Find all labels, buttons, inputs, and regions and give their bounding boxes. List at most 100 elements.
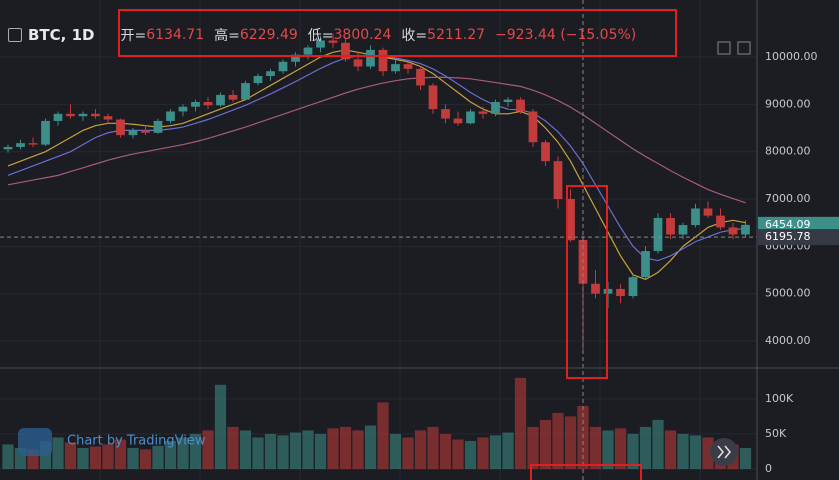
volume-bar	[739, 447, 752, 469]
candle-body	[466, 111, 475, 124]
plot	[0, 0, 757, 480]
candle-body	[316, 40, 325, 48]
volume-bar	[602, 430, 614, 469]
volume-bar	[427, 426, 439, 469]
candle-body	[541, 142, 550, 162]
candle-body	[191, 101, 200, 107]
change: −923.44 (−15.05%)	[495, 27, 637, 43]
candle-body	[378, 49, 388, 72]
candle-body	[303, 47, 313, 55]
volume-bar	[364, 425, 377, 469]
volume-bar	[189, 433, 202, 469]
volume-bar	[527, 426, 539, 469]
candle-body	[141, 130, 150, 133]
candle-body	[441, 109, 450, 119]
volume-bar	[477, 437, 489, 469]
candle-body	[253, 75, 263, 84]
volume-bar	[152, 445, 164, 469]
candle-body	[428, 85, 438, 110]
volume-bar	[127, 447, 139, 469]
ohlc-value: 5211.27	[427, 27, 486, 43]
volume-bar	[664, 430, 677, 469]
annotation-box	[566, 185, 608, 379]
ohlc-label: 高=	[214, 28, 240, 44]
ohlc-value: 3800.24	[333, 27, 392, 43]
candle-body	[503, 99, 513, 102]
y-tick-label: 4000.00	[765, 334, 811, 347]
volume-tick-label: 50K	[765, 427, 787, 440]
candle-body	[166, 111, 175, 121]
volume-bar	[539, 419, 552, 469]
moving-average	[7, 76, 746, 204]
candle-body	[566, 199, 575, 241]
volume-bar	[402, 437, 414, 469]
y-tick-label: 9000.00	[765, 97, 811, 110]
volume-bar	[27, 449, 39, 469]
axis: 4000.005000.006000.007000.008000.009000.…	[758, 50, 839, 475]
ohlc-value: 6134.71	[146, 27, 205, 43]
candle-body	[291, 54, 300, 62]
volume-bar	[389, 433, 402, 469]
candle-body	[178, 106, 188, 112]
volume-bar	[314, 433, 327, 469]
volume-bar	[327, 428, 339, 469]
expand-icon[interactable]	[8, 28, 22, 42]
candle-body	[3, 146, 13, 150]
volume-tick-label: 100K	[765, 392, 794, 405]
candle-body	[516, 99, 525, 112]
ohlc-label: 低=	[307, 28, 334, 44]
candle-body	[53, 113, 63, 121]
candle-body	[391, 64, 400, 72]
candle-body	[478, 111, 488, 114]
y-tick-label: 7000.00	[765, 192, 811, 205]
window-button[interactable]	[717, 41, 731, 55]
last-price-label: 6454.09	[765, 218, 811, 231]
candle-body	[416, 68, 425, 86]
y-tick-label: 10000.00	[765, 50, 818, 63]
candle-body	[266, 71, 275, 76]
volume-bar	[452, 439, 464, 469]
candle-body	[716, 215, 725, 228]
volume-bar	[464, 440, 477, 469]
volume-bar	[2, 444, 14, 469]
volume-bar	[514, 377, 527, 469]
candle-body	[591, 283, 600, 294]
volume-bar	[177, 437, 189, 469]
volume-tick-label: 0	[765, 462, 772, 475]
candle-body	[216, 94, 225, 106]
y-tick-label: 8000.00	[765, 145, 811, 158]
volume-bar	[377, 402, 389, 469]
y-tick-label: 5000.00	[765, 287, 811, 300]
candle-body	[653, 217, 663, 252]
candle-body	[128, 130, 138, 136]
candle-body	[641, 251, 650, 278]
candle-body	[553, 161, 563, 200]
volume-bar	[302, 430, 314, 469]
volume-bar	[702, 437, 714, 469]
scroll-icon	[717, 445, 732, 459]
candle-body	[241, 83, 250, 100]
ohlc-label: 收=	[401, 28, 428, 44]
volume-bar	[677, 433, 689, 469]
volume-bar	[439, 433, 452, 469]
volume-bar	[227, 426, 239, 469]
volume-bar	[252, 437, 264, 469]
volume-bar	[89, 446, 102, 469]
symbol: BTC, 1D	[28, 26, 95, 44]
candle-body	[91, 113, 100, 117]
window-button[interactable]	[737, 41, 751, 55]
volume-bar	[589, 426, 602, 469]
volume-bar	[639, 426, 652, 469]
last-price-box	[758, 216, 839, 233]
candle-body	[403, 64, 413, 69]
candle-body	[203, 101, 213, 106]
ohlc-label: 开=	[120, 28, 147, 44]
candle-body	[691, 208, 700, 226]
candle-body	[78, 113, 88, 117]
candle-body	[491, 101, 500, 114]
volume-bar	[689, 435, 702, 469]
volume-bar	[614, 428, 627, 469]
crosshair-price-label: 6195.78	[765, 230, 811, 243]
